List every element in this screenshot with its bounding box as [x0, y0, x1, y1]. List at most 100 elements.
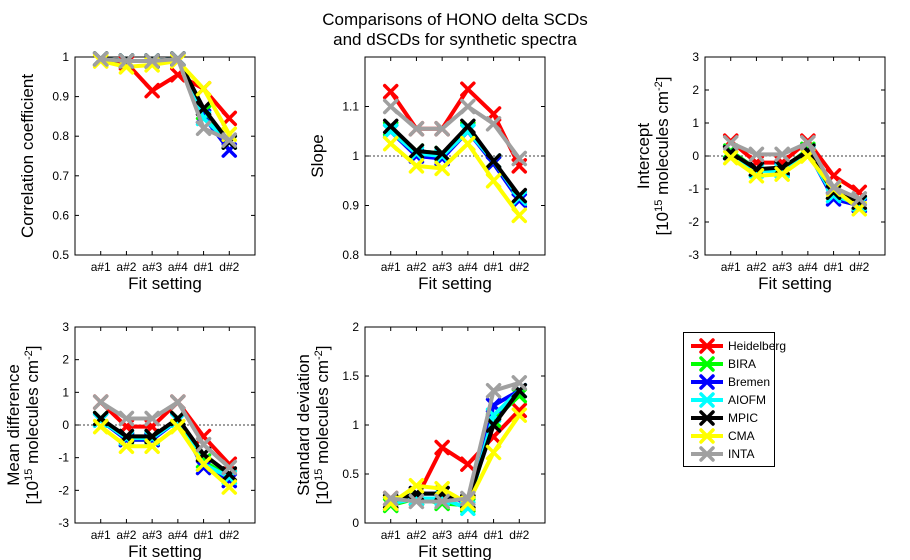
point-inta-a-1: [722, 135, 739, 151]
legend-symbol-mpic: [691, 410, 723, 426]
y-axis-label-line-1: Standard deviation: [294, 354, 313, 496]
legend-label-aiofm: AIOFM: [728, 393, 766, 407]
y-tick-label: 0: [352, 516, 359, 530]
point-cma-d-2: [511, 207, 528, 224]
point-inta-a-4: [170, 51, 186, 67]
series-inta: [382, 375, 528, 510]
point-inta-d-1: [825, 179, 842, 196]
point-inta-a-3: [434, 493, 450, 510]
x-tick-label: a#1: [381, 260, 401, 274]
point-cma-a-1: [722, 149, 739, 166]
x-tick-label: d#2: [509, 528, 529, 542]
y-tick-label: 0.7: [52, 169, 69, 183]
y-tick-label: 0.8: [342, 248, 359, 262]
point-mpic-a-3: [434, 145, 450, 162]
point-heidelberg-d-2: [221, 110, 238, 127]
point-cma-a-2: [118, 438, 135, 454]
x-tick-label: d#2: [509, 260, 529, 274]
point-inta-a-1: [382, 490, 399, 507]
point-mpic-d-1: [485, 153, 502, 169]
legend-symbol-heidelberg: [691, 338, 723, 354]
point-heidelberg-a-1: [382, 83, 399, 100]
x-tick-label: d#1: [824, 260, 844, 274]
y-tick-label: 1: [62, 385, 69, 399]
point-heidelberg-d-2: [511, 402, 528, 419]
point-inta-a-2: [748, 146, 765, 163]
point-cma-d-1: [485, 173, 502, 189]
legend-label-inta: INTA: [728, 447, 755, 461]
y-tick-label: -1: [688, 182, 699, 196]
x-tick-label: d#2: [849, 260, 869, 274]
point-inta-a-1: [92, 51, 109, 67]
x-tick-label: a#4: [168, 260, 188, 274]
y-tick-label: 2: [62, 353, 69, 367]
y-axis-label-line-1: Intercept: [634, 123, 653, 189]
legend-item-bremen: Bremen: [684, 373, 774, 391]
point-heidelberg-a-3: [434, 439, 450, 456]
point-inta-a-2: [118, 410, 135, 427]
y-tick-label: 2: [692, 83, 699, 97]
legend-item-aiofm: AIOFM: [684, 391, 774, 409]
legend-label-heidelberg: Heidelberg: [728, 339, 787, 353]
x-tick-label: a#2: [406, 260, 426, 274]
legend-item-bira: BIRA: [684, 355, 774, 373]
series-cma: [382, 135, 528, 224]
series-cma: [92, 418, 238, 495]
x-tick-label: d#2: [219, 528, 239, 542]
series-inta: [92, 394, 238, 476]
y-tick-label: 0.8: [52, 129, 69, 143]
y-axis-label-line-2: [1015 molecules cm-2]: [653, 76, 672, 235]
series-mpic: [382, 118, 528, 204]
x-tick-label: a#2: [746, 260, 766, 274]
point-cma-d-1: [195, 80, 212, 97]
x-tick-label: a#2: [406, 528, 426, 542]
y-tick-label: -3: [688, 248, 699, 262]
point-inta-d-2: [221, 459, 238, 476]
panel-slope: 0.8 0.9 1 1.1 a#1 a#2 a#3 a#4 d#1 d#2 Fit setting S…: [308, 56, 546, 293]
point-inta-a-2: [118, 53, 135, 69]
point-inta-d-2: [511, 150, 528, 167]
y-tick-label: 0: [692, 149, 699, 163]
point-inta-a-4: [170, 394, 186, 410]
panel-mean-difference: -3 -2 -1 0 1 2 3 a#1 a#2 a#3 a#4 d#1 d#2 Fit setting M…: [4, 320, 256, 560]
point-cma-a-2: [408, 478, 425, 494]
legend-label-cma: CMA: [728, 429, 755, 443]
x-tick-label: a#1: [91, 260, 111, 274]
point-cma-a-3: [434, 480, 450, 497]
x-tick-label: a#2: [116, 260, 136, 274]
point-mpic-a-4: [460, 118, 476, 135]
point-cma-a-3: [774, 166, 790, 182]
point-mpic-d-2: [511, 187, 528, 204]
point-inta-a-2: [408, 493, 425, 510]
point-aiofm-a-4: [460, 123, 476, 139]
x-axis-label: Fit setting: [418, 542, 492, 560]
series-cma: [382, 407, 528, 512]
figure-title-line-1: Comparisons of HONO delta SCDs: [322, 10, 588, 29]
legend-label-bira: BIRA: [728, 357, 757, 371]
panel-intercept: -3 -2 -1 0 1 2 3 a#1 a#2 a#3 a#4 d#1 d#2 Fit setting I…: [634, 50, 886, 293]
x-tick-label: a#1: [721, 260, 741, 274]
y-tick-label: 1: [352, 418, 359, 432]
y-tick-label: 3: [62, 320, 69, 334]
point-inta-a-3: [434, 121, 450, 137]
point-inta-d-2: [851, 191, 868, 207]
plot-area: [74, 56, 256, 256]
x-tick-label: a#4: [168, 528, 188, 542]
legend-symbol-cma: [691, 428, 723, 444]
point-inta-d-1: [485, 116, 502, 132]
series-inta: [722, 135, 868, 207]
point-cma-a-2: [748, 168, 765, 184]
y-axis-label-line-2: [1015 molecules cm-2]: [313, 345, 332, 504]
figure-title-line-2: and dSCDs for synthetic spectra: [333, 30, 577, 49]
y-tick-label: 1: [352, 149, 359, 163]
x-axis-label: Fit setting: [128, 274, 202, 293]
y-tick-label: 0.6: [52, 208, 69, 222]
x-tick-label: a#4: [458, 528, 478, 542]
x-tick-label: d#1: [194, 260, 214, 274]
y-axis-label-line-2: [1015 molecules cm-2]: [23, 345, 42, 504]
point-heidelberg-a-4: [460, 456, 476, 472]
legend-symbol-inta: [691, 446, 723, 462]
x-tick-label: a#4: [458, 260, 478, 274]
legend-item-heidelberg: Heidelberg: [684, 337, 786, 355]
